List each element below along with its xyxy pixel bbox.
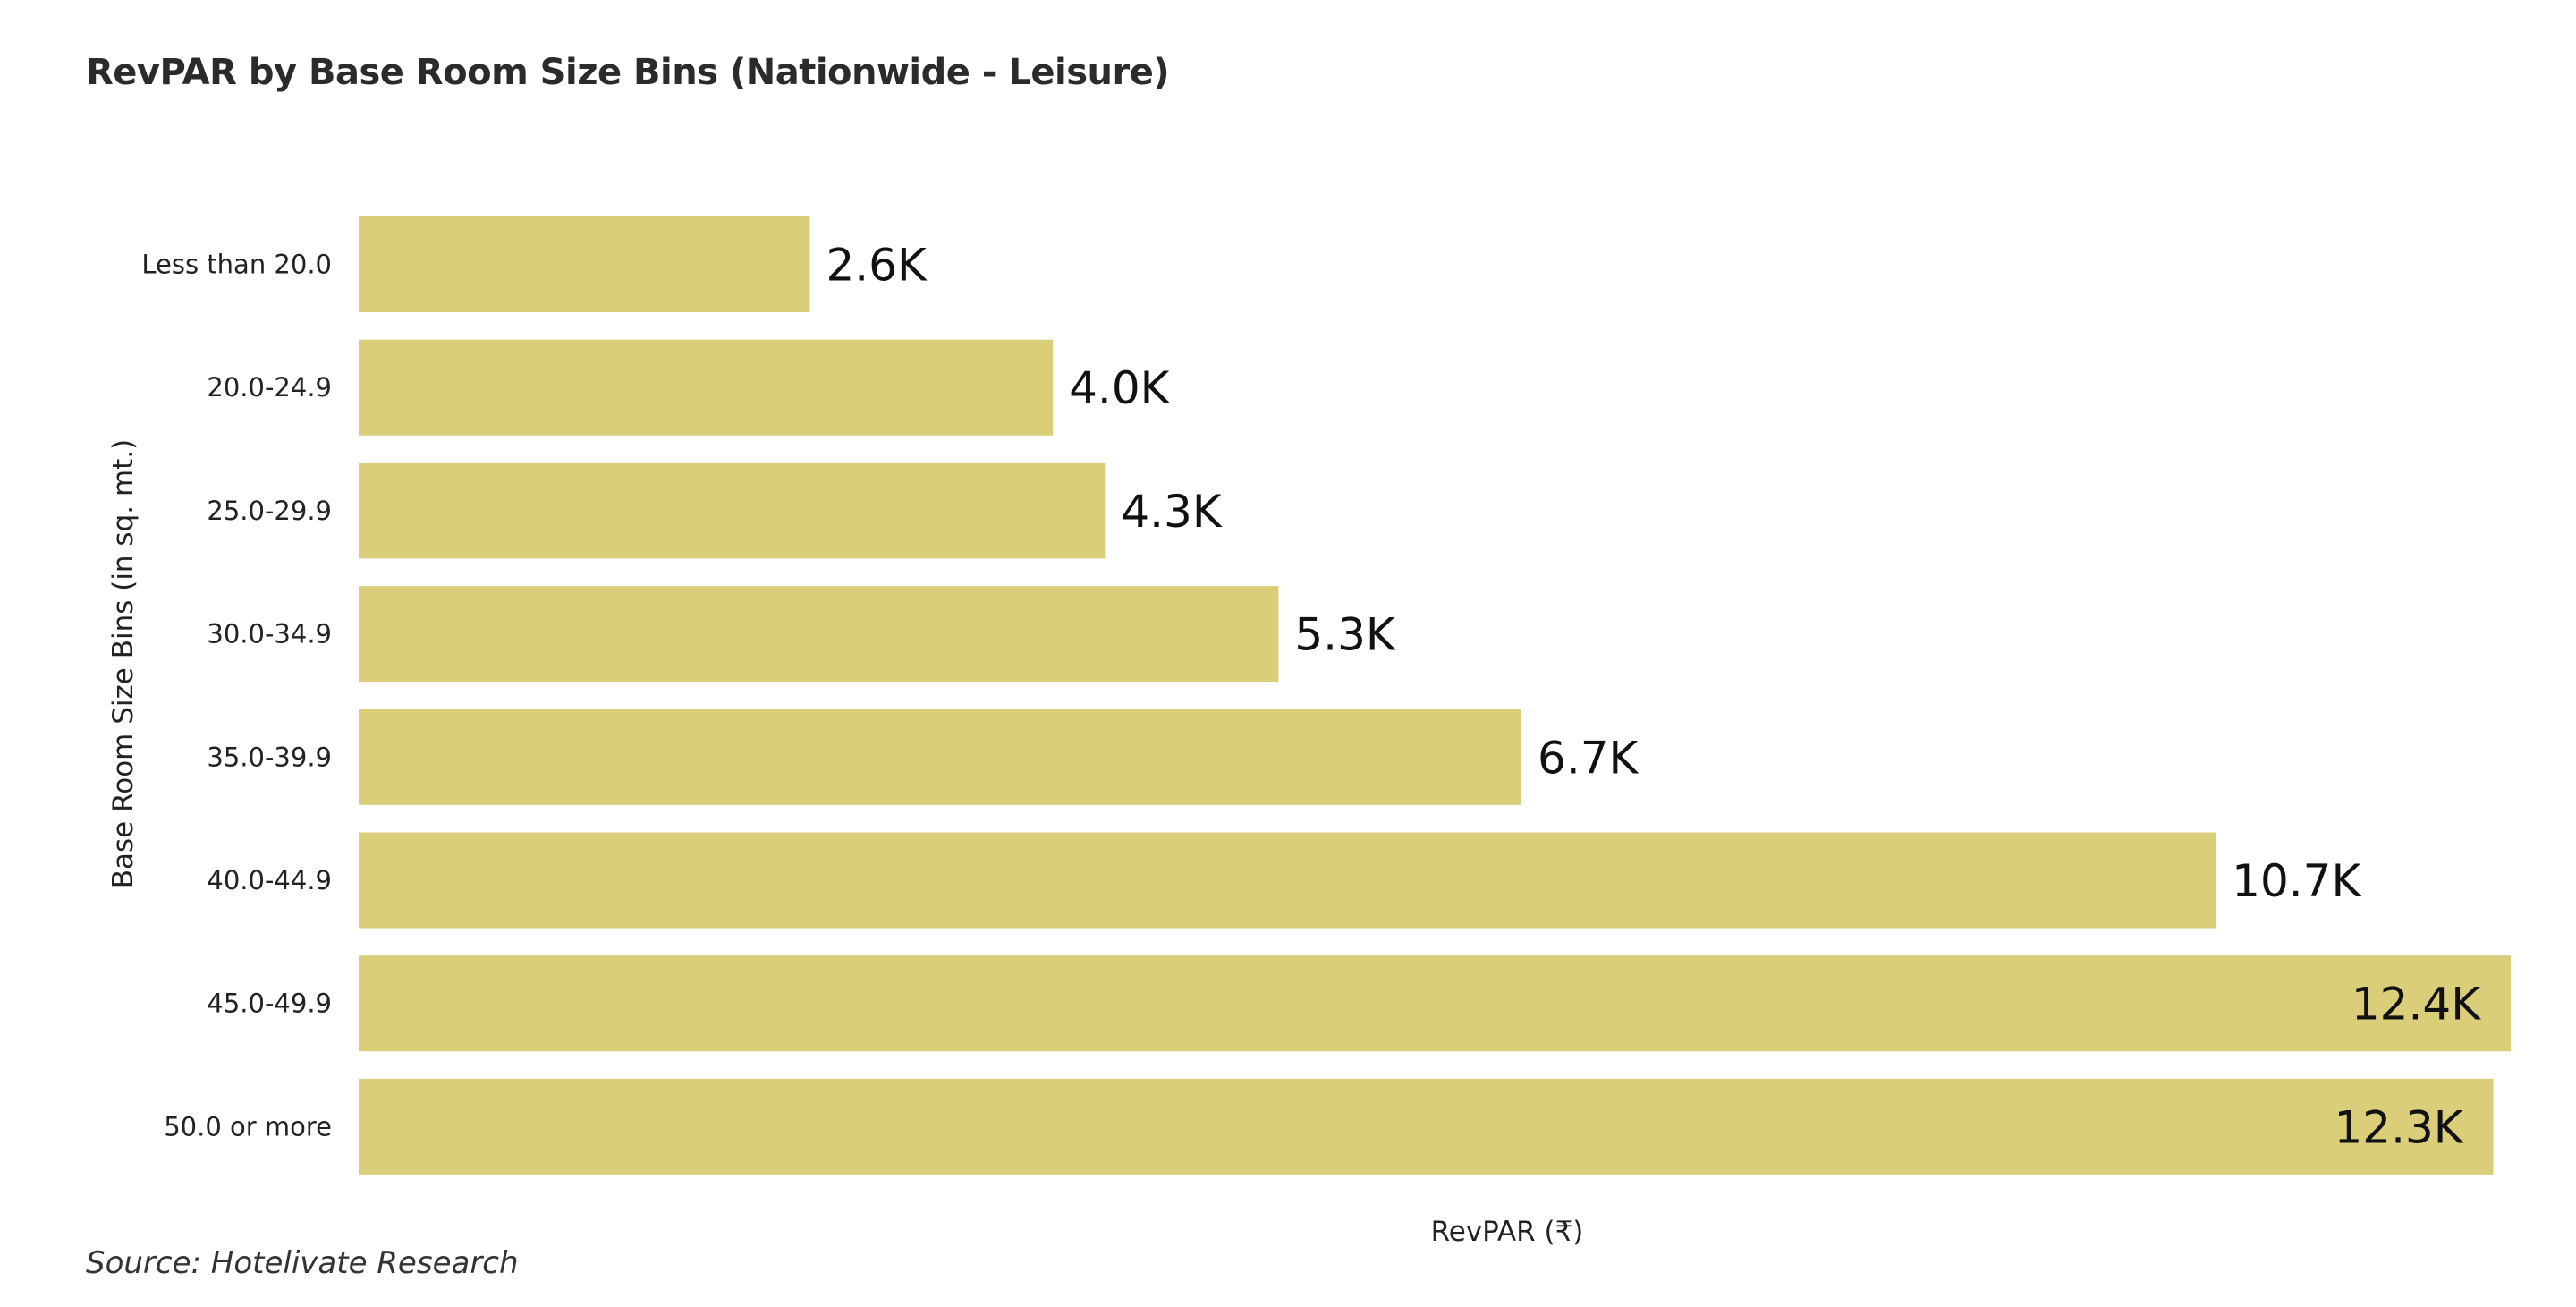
value-label: 5.3K	[1294, 609, 1396, 661]
category-label: 30.0-34.9	[207, 619, 332, 649]
value-labels: 2.6K 4.0K 4.3K 5.3K 6.7K 10.7K 12.4K 12.3K	[826, 240, 2481, 1154]
bar	[359, 955, 2511, 1052]
category-label: 50.0 or more	[164, 1111, 332, 1142]
category-label: 40.0-44.9	[207, 865, 332, 895]
bar	[359, 1078, 2494, 1175]
bar	[359, 586, 1279, 683]
category-label: 35.0-39.9	[207, 742, 332, 772]
value-label: 12.4K	[2351, 979, 2481, 1031]
value-label: 6.7K	[1538, 732, 1640, 784]
value-label: 12.3K	[2334, 1101, 2463, 1153]
category-label: 25.0-29.9	[207, 496, 332, 526]
bars-layer	[359, 216, 2511, 1175]
category-label: 20.0-24.9	[207, 372, 332, 403]
value-label: 4.0K	[1069, 362, 1171, 414]
bar	[359, 216, 810, 312]
value-label: 4.3K	[1121, 486, 1223, 538]
category-label: Less than 20.0	[141, 250, 332, 280]
x-axis-label: RevPAR (₹)	[1431, 1216, 1584, 1248]
category-label: 45.0-49.9	[207, 989, 332, 1019]
bar	[359, 709, 1522, 805]
source-note: Source: Hotelivate Research	[86, 1245, 519, 1281]
chart-title: RevPAR by Base Room Size Bins (Nationwid…	[86, 52, 1170, 93]
value-label: 10.7K	[2232, 855, 2361, 907]
y-axis-label: Base Room Size Bins (in sq. mt.)	[107, 439, 140, 889]
bar	[359, 832, 2216, 929]
bar	[359, 463, 1106, 559]
value-label: 2.6K	[826, 240, 928, 292]
category-labels: Less than 20.0 20.0-24.9 25.0-29.9 30.0-34.…	[141, 250, 332, 1142]
bar	[359, 339, 1054, 436]
